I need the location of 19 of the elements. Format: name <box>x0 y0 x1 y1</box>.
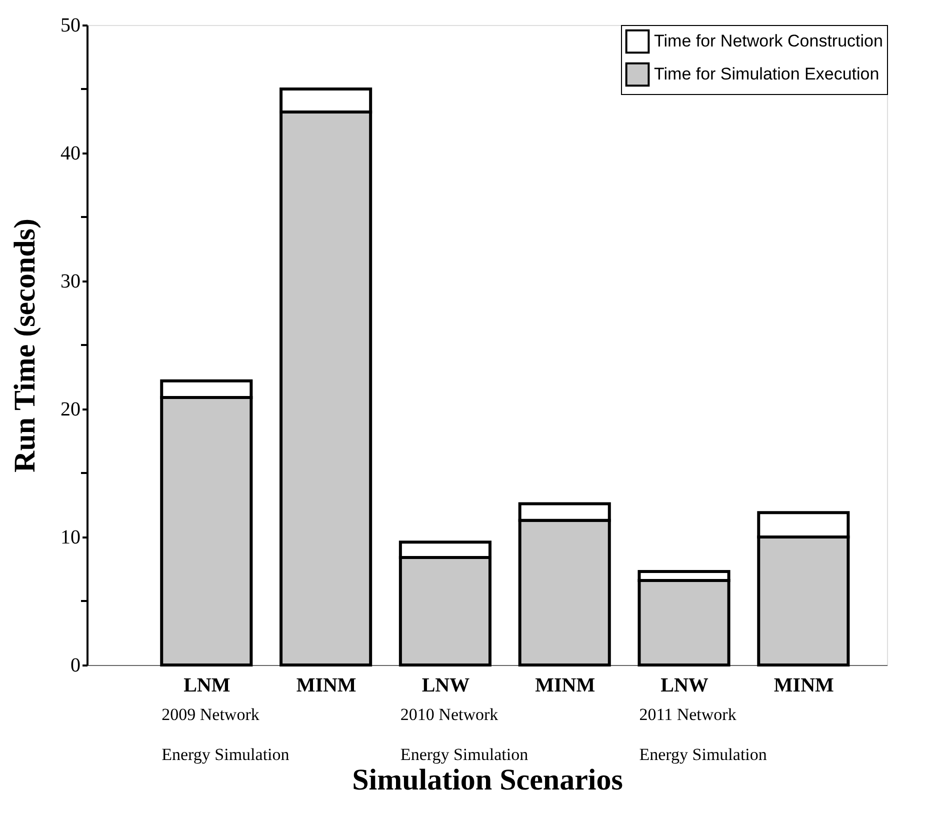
x-tick-label: LNW <box>422 674 470 696</box>
x-tick-label: LNM <box>184 674 230 696</box>
y-tick-label: 20 <box>60 398 80 420</box>
x-tick-label: LNW <box>660 674 708 696</box>
y-tick-label: 50 <box>60 14 80 36</box>
text: 2009 Network Energy Simulation <box>162 705 290 764</box>
x-tick-label: MINM <box>774 674 834 696</box>
x-axis-title: Simulation Scenarios <box>352 764 623 796</box>
y-tick-label: 30 <box>60 270 80 292</box>
y-tick-label: 0 <box>70 654 80 676</box>
text: 2010 Network Energy Simulation <box>400 705 528 764</box>
x-tick-label: MINM <box>296 674 356 696</box>
y-tick-label: 40 <box>60 142 80 164</box>
text: 2011 Network Energy Simulation <box>639 705 767 764</box>
y-axis-title: Run Time (seconds) <box>8 218 42 472</box>
legend-label: Time for Simulation Execution <box>654 64 880 84</box>
x-tick-label: MINM <box>535 674 596 696</box>
legend-label: Time for Network Construction <box>654 32 883 50</box>
y-tick-label: 10 <box>60 526 80 548</box>
